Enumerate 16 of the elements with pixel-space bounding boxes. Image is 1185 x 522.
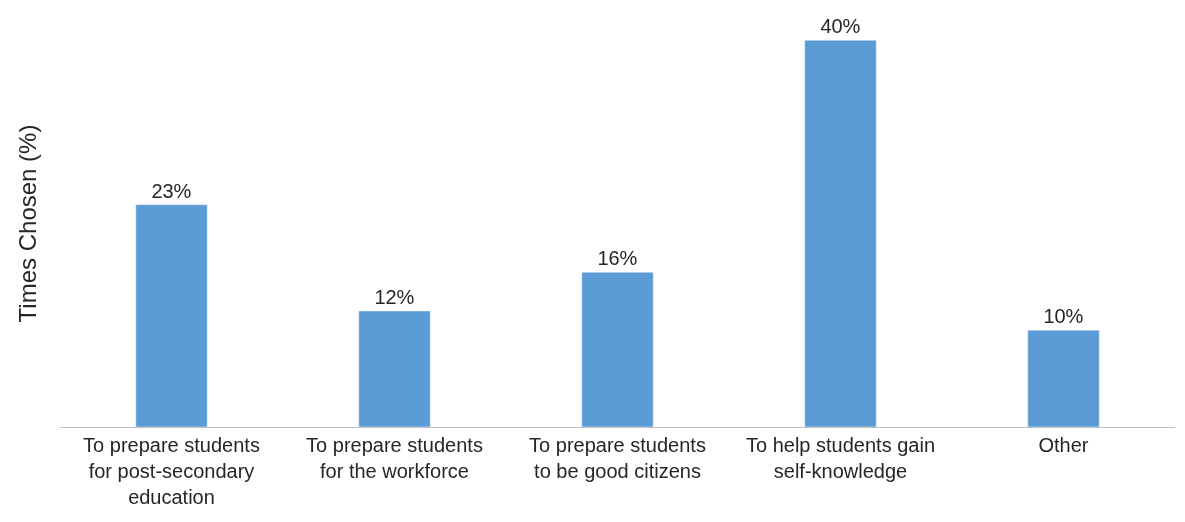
bar	[135, 204, 208, 427]
x-tick-label: To prepare students for post-secondary education	[83, 434, 260, 508]
data-label: 16%	[597, 247, 638, 270]
x-tick-label: To help students gain self-knowledge	[745, 434, 936, 482]
data-label: 23%	[151, 179, 192, 202]
bar	[358, 310, 431, 427]
bar	[804, 40, 877, 427]
data-label: 10%	[1043, 305, 1084, 328]
data-label: 40%	[820, 15, 861, 38]
bar	[1027, 330, 1100, 427]
x-tick-label: Other	[1038, 434, 1089, 456]
bar	[581, 272, 654, 427]
y-axis-title: Times Chosen (%)	[14, 124, 42, 323]
x-tick-label: To prepare students to be good citizens	[529, 434, 706, 482]
x-tick-label: To prepare students for the workforce	[306, 434, 483, 482]
data-label: 12%	[374, 286, 415, 309]
